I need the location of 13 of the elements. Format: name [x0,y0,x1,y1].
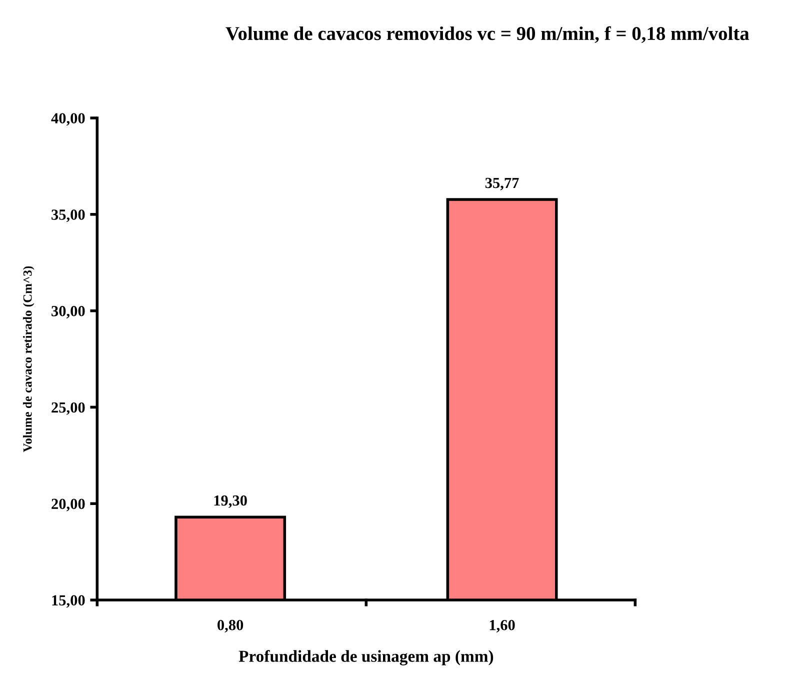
y-tick-label: 20,00 [52,498,85,512]
y-tick-label: 30,00 [52,306,85,318]
data-label: 35,77 [485,178,519,190]
y-tick-label: 35,00 [52,210,85,222]
data-label: 19,30 [214,495,247,508]
x-axis-title: Profundidade de usinagem ap (mm) [238,650,494,666]
x-tick-label: 0,80 [218,620,244,632]
y-tick-label: 15,00 [52,595,85,608]
y-tick-label: 40,00 [51,113,85,126]
y-tick-label: 25,00 [52,402,85,415]
x-tick-label: 1,60 [490,620,515,632]
chart-title: Volume de cavacos removidos vc = 90 m/min, f = 0,18 mm/volta [226,26,750,43]
y-axis-title: Volume de cavaco retirado (Cm^3) [22,266,34,452]
